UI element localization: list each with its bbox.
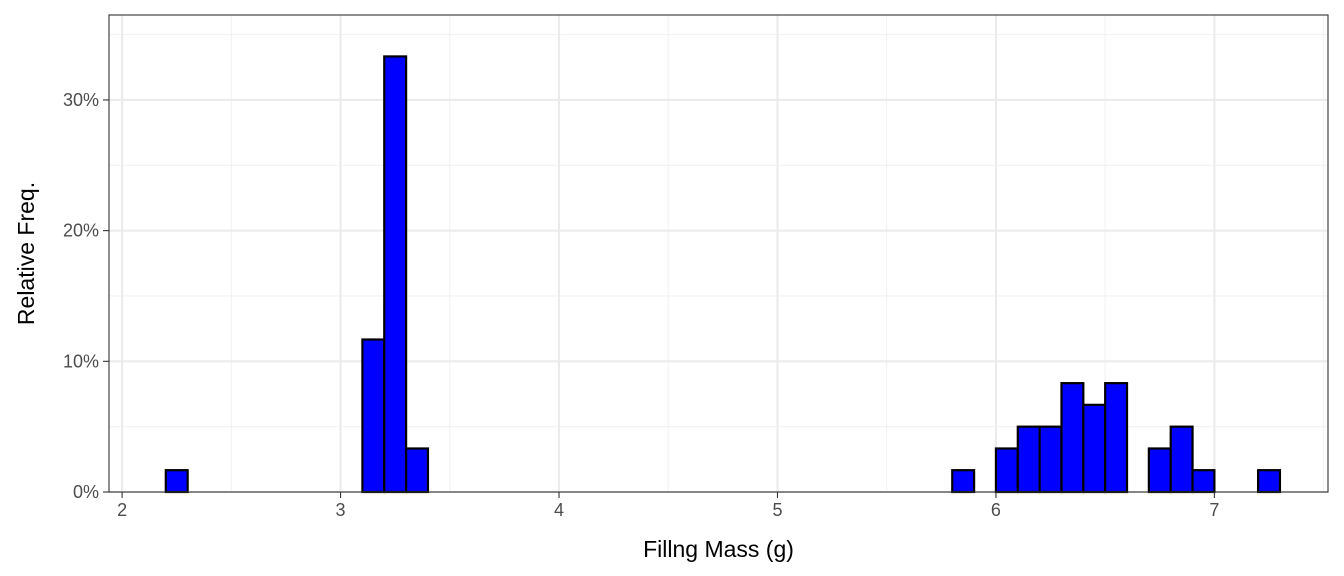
histogram-bar: [383, 55, 408, 494]
x-axis-title: Fillng Mass (g): [643, 536, 794, 562]
histogram-bar: [164, 469, 189, 494]
y-tick-label: 20%: [63, 221, 99, 241]
axis-ticks: 2 3 4 5 6 7 0% 10% 20% 30%: [63, 90, 1219, 520]
histogram-bar: [1104, 382, 1129, 494]
histogram-bar: [1169, 425, 1194, 494]
x-tick-label: 3: [336, 500, 346, 520]
histogram-bar: [1038, 425, 1063, 494]
histogram-bar: [951, 469, 976, 494]
histogram-bar: [405, 447, 430, 494]
histogram-bar: [1256, 469, 1282, 494]
x-tick-label: 2: [117, 500, 127, 520]
y-tick-label: 30%: [63, 90, 99, 110]
y-axis-title: Relative Freq.: [13, 182, 39, 325]
x-tick-label: 6: [991, 500, 1001, 520]
y-tick-label: 10%: [63, 351, 99, 371]
histogram-bar: [994, 447, 1019, 494]
histogram-bar: [1147, 447, 1172, 494]
x-tick-label: 7: [1209, 500, 1219, 520]
panel-border: [108, 14, 1329, 493]
x-tick-label: 5: [772, 500, 782, 520]
histogram-bar: [361, 338, 386, 494]
histogram-bar: [1016, 425, 1041, 494]
y-tick-label: 0%: [73, 482, 99, 502]
histogram-bar: [1082, 403, 1107, 494]
histogram-bar: [1060, 382, 1085, 494]
x-tick-label: 4: [554, 500, 564, 520]
histogram-bar: [1191, 469, 1216, 494]
